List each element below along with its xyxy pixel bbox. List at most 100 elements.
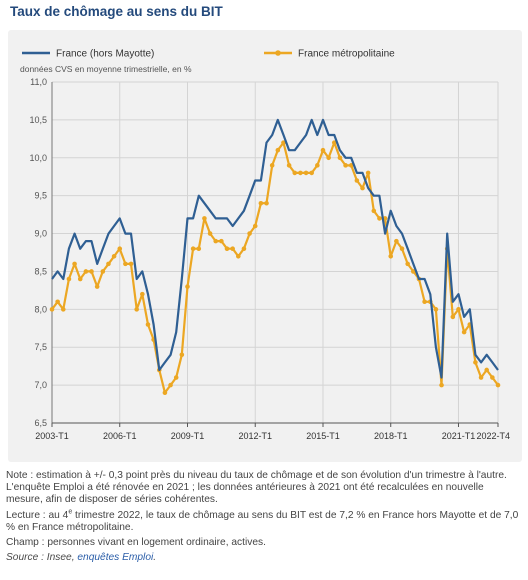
y-tick-label: 10,0 xyxy=(29,153,47,163)
data-point xyxy=(230,246,235,252)
data-point xyxy=(394,238,399,244)
source-suffix: . xyxy=(153,552,157,564)
data-point xyxy=(247,231,252,236)
data-point xyxy=(173,375,179,380)
y-tick-label: 8,5 xyxy=(34,266,47,276)
series-line-france-metropolitaine xyxy=(51,141,499,394)
data-point xyxy=(111,253,117,259)
lecture-prefix: Lecture : au 4 xyxy=(6,509,69,521)
page-title: Taux de chômage au sens du BIT xyxy=(10,4,223,19)
data-point xyxy=(72,261,77,267)
x-tick-label: 2018-T1 xyxy=(374,431,408,441)
data-point xyxy=(60,307,66,312)
data-point xyxy=(281,140,286,145)
chart-panel: 6,5 7,0 7,5 8,0 8,5 9,0 9,5 10,0 10,5 11,0 2003-T1… xyxy=(8,30,522,462)
data-point xyxy=(207,231,213,236)
y-tick-label: 9,0 xyxy=(34,229,47,239)
data-point xyxy=(117,246,123,252)
data-point xyxy=(213,238,219,244)
data-point xyxy=(439,382,444,388)
x-tick-label: 2012-T1 xyxy=(238,431,272,441)
data-point xyxy=(399,246,405,252)
data-point xyxy=(495,382,501,388)
data-point xyxy=(219,238,224,244)
champ-text: Champ : personnes vivant en logement ord… xyxy=(6,537,266,549)
y-tick-label: 7,0 xyxy=(34,380,47,390)
data-point xyxy=(461,329,467,335)
data-point xyxy=(264,200,269,206)
data-point xyxy=(202,216,207,221)
data-point xyxy=(450,314,456,320)
x-tick-label: 2006-T1 xyxy=(103,431,137,441)
note-text: Note : estimation à +/- 0,3 point près d… xyxy=(6,470,507,506)
data-point xyxy=(100,269,106,274)
data-point xyxy=(258,200,264,206)
data-point xyxy=(348,163,354,168)
data-point xyxy=(343,163,348,168)
data-point xyxy=(83,269,89,274)
data-point xyxy=(411,269,416,274)
data-point xyxy=(275,147,281,153)
data-point xyxy=(320,147,326,153)
data-point xyxy=(405,261,410,267)
source-text: Source : Insee, enquêtes Emploi. xyxy=(6,552,522,564)
data-point xyxy=(162,390,168,395)
legend-label: France (hors Mayotte) xyxy=(56,49,154,60)
data-point xyxy=(433,307,439,312)
data-point xyxy=(94,284,100,289)
data-point xyxy=(309,170,314,176)
data-point xyxy=(298,170,303,176)
data-point xyxy=(269,163,275,168)
y-tick-label: 11,0 xyxy=(30,77,47,87)
data-point xyxy=(241,246,247,252)
data-point xyxy=(473,360,478,365)
data-point xyxy=(236,253,241,259)
data-point xyxy=(365,170,371,176)
data-point xyxy=(490,375,495,380)
data-point xyxy=(77,276,83,282)
series-line-france-hors-mayotte xyxy=(51,118,499,379)
data-point xyxy=(371,208,377,214)
data-point xyxy=(55,299,60,305)
data-point xyxy=(106,261,111,267)
data-point xyxy=(422,299,427,305)
lecture-superscript: e xyxy=(68,508,73,516)
data-point xyxy=(134,307,139,312)
data-point xyxy=(179,352,185,358)
data-point xyxy=(303,170,309,176)
data-point xyxy=(66,276,72,282)
legend-marker xyxy=(275,50,281,56)
lecture-text: Lecture : au 4e trimestre 2022, le taux … xyxy=(6,508,522,534)
source-prefix: Source : Insee, xyxy=(6,552,78,564)
data-point xyxy=(89,269,94,274)
data-point xyxy=(196,246,202,252)
lecture-suffix: trimestre 2022, le taux de chômage au se… xyxy=(6,509,519,533)
chart-notes: Note : estimation à +/- 0,3 point près d… xyxy=(6,470,522,567)
x-tick-label: 2009-T1 xyxy=(171,431,205,441)
data-point xyxy=(140,291,145,297)
data-point xyxy=(123,261,128,267)
data-point xyxy=(145,322,151,327)
x-tick-label: 2003-T1 xyxy=(35,431,69,441)
data-point xyxy=(360,185,365,191)
data-point xyxy=(484,367,490,373)
data-point xyxy=(478,375,484,380)
data-point xyxy=(292,170,298,176)
legend-label: France métropolitaine xyxy=(298,49,395,60)
data-point xyxy=(252,223,258,229)
data-point xyxy=(337,155,343,161)
x-tick-label: 2015-T1 xyxy=(306,431,340,441)
data-point xyxy=(456,307,461,312)
data-point xyxy=(354,178,360,183)
y-tick-label: 10,5 xyxy=(29,115,47,125)
data-point xyxy=(190,246,196,252)
chart-subtitle: données CVS en moyenne trimestrielle, en… xyxy=(20,64,192,74)
data-point xyxy=(168,382,173,388)
data-point xyxy=(315,163,320,168)
x-tick-label: 2021-T1 xyxy=(442,431,476,441)
source-link[interactable]: enquêtes Emploi xyxy=(77,552,154,564)
unemployment-line-chart: 6,5 7,0 7,5 8,0 8,5 9,0 9,5 10,0 10,5 11,0 2003-T1… xyxy=(20,49,510,442)
data-point xyxy=(388,253,394,259)
data-point xyxy=(331,140,337,145)
